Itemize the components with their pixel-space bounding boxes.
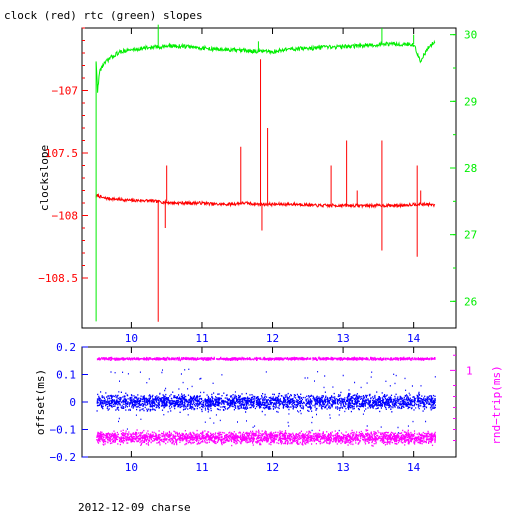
bottom-y-tick-label: −0.2: [50, 451, 77, 464]
bottom-x-tick-label: 13: [336, 461, 349, 474]
top-x-tick-label: 10: [125, 332, 138, 345]
magenta-scatter-points: [96, 429, 436, 447]
top-x-tick-label: 12: [266, 332, 279, 345]
top-y2-tick-label: 28: [464, 162, 477, 175]
chart-title: clock (red) rtc (green) slopes: [4, 9, 203, 22]
green-slope-line: [95, 39, 436, 93]
bottom-x-tick-label: 12: [266, 461, 279, 474]
top-y2-tick-label: 29: [464, 95, 477, 108]
footer-label: 2012-12-09 charse: [78, 501, 191, 512]
bottom-y-tick-label: −0.1: [50, 424, 77, 437]
top-x-tick-label: 13: [336, 332, 349, 345]
top-y-tick-label: −108.5: [38, 272, 78, 285]
bottom-y2-tick-label: 1: [466, 364, 473, 377]
blue-scatter-points: [96, 368, 436, 434]
red-slope-line: [95, 192, 436, 209]
top-plot-layer: 10 11 12 13 14 −107 107.5 −108 −108.5 30 29 28 27 26: [38, 24, 477, 345]
magenta-scatter-points: [96, 356, 436, 362]
top-y2-tick-label: 30: [464, 29, 477, 42]
top-y-tick-label: −108: [52, 210, 79, 223]
top-y-axis-label: clockslope: [38, 145, 51, 211]
top-plot-frame: [81, 27, 457, 329]
top-y2-tick-label: 26: [464, 295, 477, 308]
top-x-tick-label: 11: [195, 332, 208, 345]
top-y-tick-label: 107.5: [45, 147, 78, 160]
bottom-x-tick-label: 10: [125, 461, 138, 474]
bottom-y-tick-label: 0.2: [56, 341, 76, 354]
bottom-y-axis-label: offset(ms): [34, 369, 47, 435]
top-x-tick-label: 14: [407, 332, 421, 345]
top-y2-tick-label: 27: [464, 229, 477, 242]
bottom-plot-layer: 10 11 12 13 14 0.2 0.1 0 −0.1 −0.2 1: [50, 341, 473, 474]
bottom-y-tick-label: 0.1: [56, 369, 76, 382]
bottom-x-tick-label: 14: [407, 461, 421, 474]
bottom-y-tick-label: 0: [69, 396, 76, 409]
top-y-tick-label: −107: [52, 85, 79, 98]
bottom-y2-axis-label: rnd−trip(ms): [490, 365, 503, 444]
bottom-x-tick-label: 11: [195, 461, 208, 474]
